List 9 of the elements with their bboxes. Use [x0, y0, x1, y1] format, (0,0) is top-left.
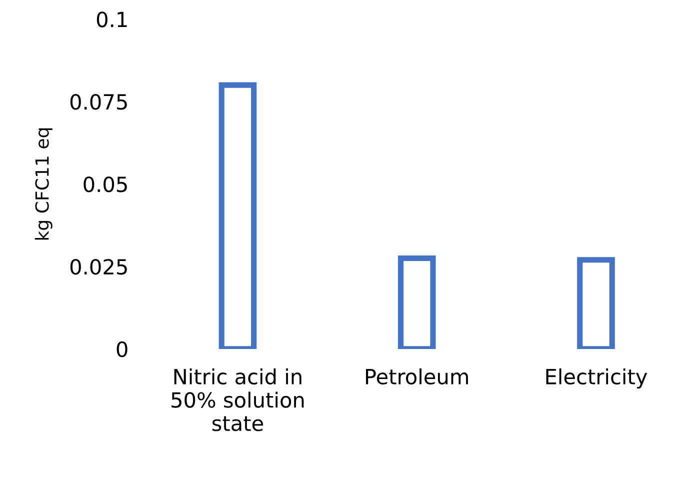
x-tick-label: Electricity — [546, 368, 648, 389]
x-tick-label: Petroleum — [366, 368, 468, 385]
y-tick-label: 0.025 — [70, 258, 127, 275]
x-tick-label: Nitric acid in 50% solution state — [172, 368, 304, 432]
y-axis-title: kg CFC11 eq — [34, 128, 52, 240]
y-tick-label: 0.075 — [70, 94, 127, 110]
y-tick-label: 0.1 — [96, 12, 127, 28]
y-tick-label: 0 — [116, 341, 128, 358]
y-tick-label: 0.05 — [84, 176, 127, 192]
